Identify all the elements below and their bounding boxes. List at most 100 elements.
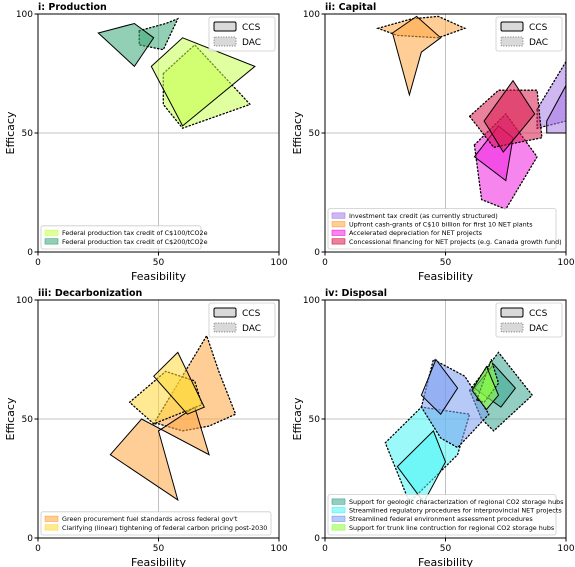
ccs-swatch	[213, 307, 237, 318]
ccs-region-series-2	[396, 430, 447, 504]
y-axis-label: Efficacy	[4, 111, 17, 154]
legend-entry: Accelerated depreciation for NET project…	[349, 229, 483, 237]
legend-entry: Federal production tax credit of C$100/t…	[62, 229, 208, 237]
polygon-layer	[109, 334, 237, 502]
legend-box	[327, 208, 557, 250]
y-tick-label: 100	[303, 10, 320, 20]
series-legend: Investment tax credit (as currently stru…	[327, 208, 562, 250]
panel-title: ii: Capital	[325, 2, 376, 13]
legend-entry: Green procurement fuel standards across …	[62, 515, 238, 523]
x-tick-label: 50	[440, 544, 452, 554]
panel-4: 00 50 50 100 100 iv: Disposal Feasibility Effic…	[291, 288, 575, 567]
ccs-region-series-1	[150, 37, 256, 127]
x-axis-label: Feasibility	[131, 270, 186, 283]
x-axis-label: Feasibility	[131, 556, 186, 567]
y-axis-label: Efficacy	[291, 397, 304, 440]
x-tick-label: 50	[153, 544, 165, 554]
y-tick-label: 0	[314, 248, 320, 258]
y-tick-label: 50	[22, 129, 34, 139]
dac-swatch	[500, 322, 524, 333]
x-tick-label: 50	[153, 258, 165, 268]
x-tick-label: 0	[35, 258, 41, 268]
dac-legend-label: DAC	[242, 38, 261, 48]
x-tick-label: 100	[270, 258, 287, 268]
x-tick-label: 50	[440, 258, 452, 268]
legend-swatch	[44, 524, 59, 531]
legend-swatch	[331, 221, 346, 228]
polygon-layer	[384, 351, 534, 504]
legend-box	[40, 225, 202, 250]
ccs-legend-label: CCS	[529, 309, 548, 319]
ccs-region-series-2	[153, 351, 205, 415]
dac-legend-label: DAC	[529, 38, 548, 48]
dac-legend-label: DAC	[529, 324, 548, 334]
ccs-swatch	[500, 21, 524, 32]
legend-swatch	[331, 498, 346, 505]
y-axis-label: Efficacy	[291, 111, 304, 154]
legend-entry: Upfront cash-grants of C$10 billion for …	[349, 221, 533, 229]
ccs-dac-legend: CCS DAC	[495, 16, 563, 52]
panel-3: 00 50 50 100 100 iii: Decarbonization Feasibil…	[4, 288, 288, 567]
y-tick-label: 50	[309, 415, 321, 425]
ccs-dac-legend: CCS DAC	[495, 302, 563, 338]
legend-swatch	[44, 515, 59, 522]
ccs-region-series-2	[391, 15, 442, 97]
dac-swatch	[213, 322, 237, 333]
legend-swatch	[331, 229, 346, 236]
dac-swatch	[213, 36, 237, 47]
legend-swatch	[44, 238, 59, 245]
legend-entry: Clarifying (linear) tightening of federa…	[62, 524, 267, 532]
legend-swatch	[331, 238, 346, 245]
ccs-region-series-2	[97, 22, 155, 68]
panel-title: i: Production	[38, 2, 107, 13]
ccs-legend-label: CCS	[242, 23, 261, 33]
panel-title: iii: Decarbonization	[38, 288, 143, 299]
ccs-region-series-3	[420, 358, 459, 415]
x-tick-label: 100	[557, 258, 574, 268]
panel-2: 00 50 50 100 100 ii: Capital Feasibility Effica…	[291, 2, 575, 283]
legend-swatch	[331, 212, 346, 219]
legend-box	[327, 494, 557, 536]
x-tick-label: 100	[557, 544, 574, 554]
polygon-layer	[375, 15, 566, 211]
legend-entry: Streamlined federal environment assessme…	[349, 515, 533, 523]
legend-entry: Investment tax credit (as currently stru…	[349, 212, 498, 220]
dac-legend-label: DAC	[242, 324, 261, 334]
y-tick-label: 100	[16, 296, 33, 306]
ccs-region-series-1	[546, 85, 566, 134]
y-tick-label: 100	[303, 296, 320, 306]
x-tick-label: 0	[35, 544, 41, 554]
legend-box	[40, 511, 272, 536]
polygon-layer	[97, 17, 256, 129]
y-tick-label: 0	[27, 248, 33, 258]
y-tick-label: 50	[309, 129, 321, 139]
series-legend: Support for geologic characterization of…	[327, 494, 564, 536]
ccs-region-series-4	[471, 365, 500, 411]
dac-swatch	[500, 36, 524, 47]
legend-swatch	[331, 515, 346, 522]
x-axis-label: Feasibility	[418, 270, 473, 283]
y-tick-label: 0	[27, 534, 33, 544]
ccs-region-series-4	[483, 79, 536, 153]
legend-swatch	[331, 524, 346, 531]
ccs-swatch	[500, 307, 524, 318]
legend-entry: Concessional financing for NET projects …	[349, 238, 562, 246]
y-axis-label: Efficacy	[4, 397, 17, 440]
panel-1: 00 50 50 100 100 i: Production Feasibility Effi…	[4, 2, 288, 283]
y-tick-label: 0	[314, 534, 320, 544]
x-axis-label: Feasibility	[418, 556, 473, 567]
ccs-legend-label: CCS	[242, 309, 261, 319]
legend-entry: Support for geologic characterization of…	[349, 498, 564, 506]
legend-entry: Support for trunk line contruction for r…	[349, 524, 555, 532]
x-tick-label: 0	[322, 258, 328, 268]
y-tick-label: 50	[22, 415, 34, 425]
ccs-dac-legend: CCS DAC	[208, 16, 276, 52]
ccs-dac-legend: CCS DAC	[208, 302, 276, 338]
x-tick-label: 100	[270, 544, 287, 554]
y-tick-label: 100	[16, 10, 33, 20]
legend-swatch	[44, 229, 59, 236]
legend-swatch	[331, 507, 346, 514]
panel-title: iv: Disposal	[325, 288, 387, 299]
ccs-legend-label: CCS	[529, 23, 548, 33]
